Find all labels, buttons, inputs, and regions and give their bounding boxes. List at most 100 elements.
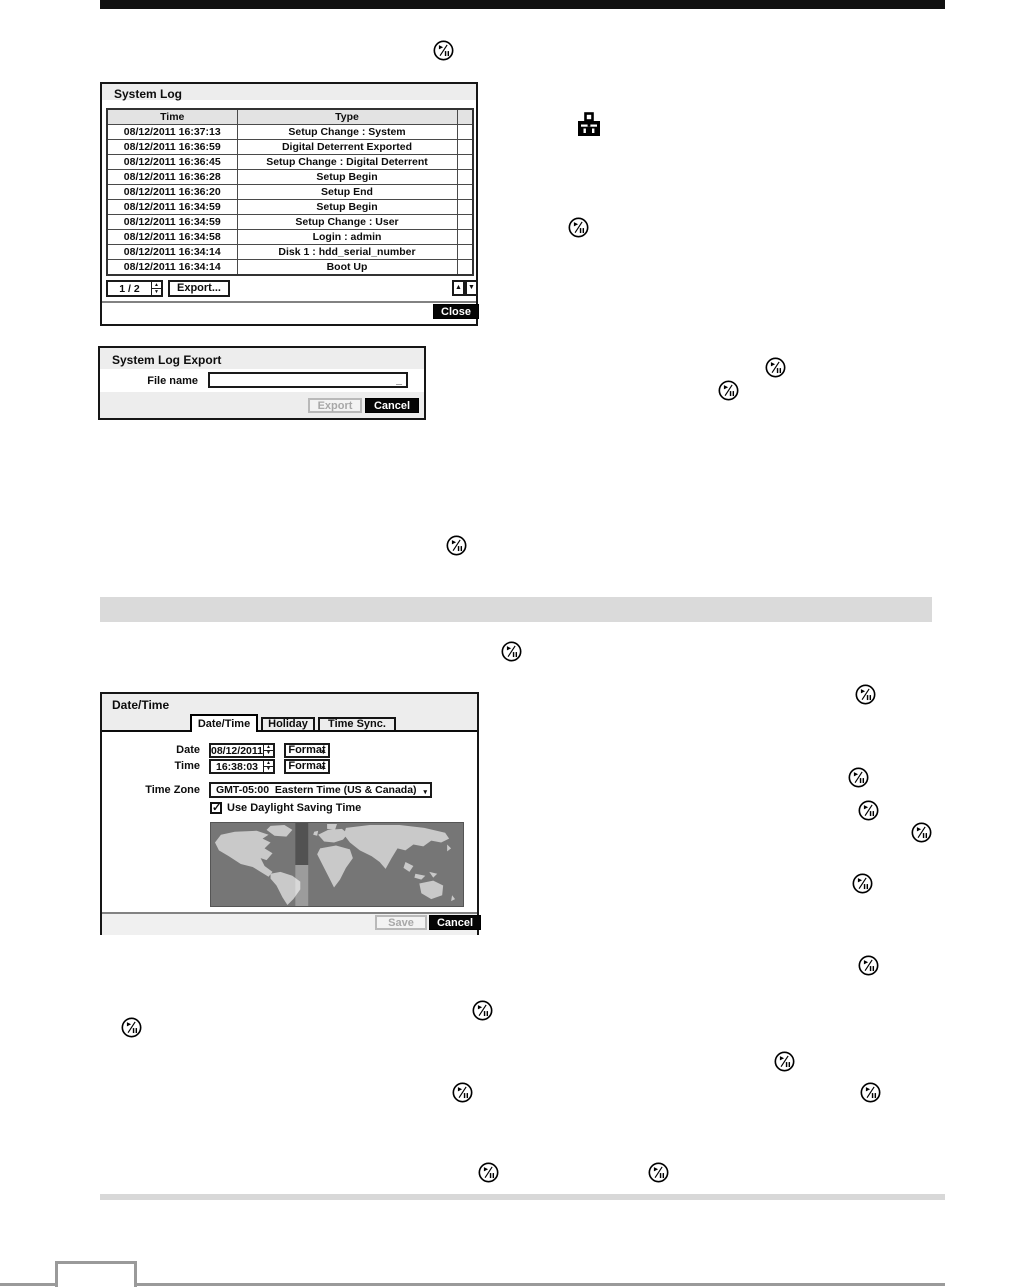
log-type: Login : admin bbox=[236, 229, 458, 245]
spinner-down-icon[interactable]: ▼ bbox=[266, 750, 271, 756]
scroll-down-button[interactable]: ▼ bbox=[465, 280, 478, 296]
play-pause-button-icon bbox=[472, 1000, 493, 1021]
save-button[interactable]: Save bbox=[375, 915, 427, 930]
play-pause-button-icon bbox=[860, 1082, 881, 1103]
export-confirm-button[interactable]: Export bbox=[308, 398, 362, 413]
time-format-label: Format bbox=[288, 760, 326, 772]
spinner-up-icon[interactable]: ▲ bbox=[264, 745, 273, 751]
log-time: 08/12/2011 16:36:45 bbox=[106, 154, 238, 170]
system-log-dialog: System Log Time Type 08/12/2011 16:37:13… bbox=[100, 82, 479, 326]
date-spinner[interactable]: ▲ ▼ bbox=[263, 745, 273, 756]
bottom-rule-bar bbox=[100, 1194, 945, 1200]
date-format-button[interactable]: Format ▾ bbox=[284, 743, 330, 758]
date-label: Date bbox=[176, 744, 200, 756]
log-row: 08/12/2011 16:36:59 Digital Deterrent Ex… bbox=[106, 139, 474, 155]
log-time: 08/12/2011 16:36:59 bbox=[106, 139, 238, 155]
time-zone-dropdown[interactable]: GMT-05:00 Eastern Time (US & Canada) ▾ bbox=[209, 782, 432, 798]
divider bbox=[102, 301, 476, 303]
time-format-button[interactable]: Format ▾ bbox=[284, 759, 330, 774]
time-zone-value: GMT-05:00 Eastern Time (US & Canada) bbox=[216, 784, 417, 796]
tab-date-time[interactable]: Date/Time bbox=[190, 714, 258, 732]
network-icon bbox=[577, 112, 601, 138]
log-time: 08/12/2011 16:34:14 bbox=[106, 259, 238, 276]
play-pause-button-icon bbox=[433, 40, 454, 61]
cancel-button[interactable]: Cancel bbox=[429, 915, 481, 930]
spinner-down-icon[interactable]: ▼ bbox=[266, 766, 271, 772]
log-time: 08/12/2011 16:34:59 bbox=[106, 199, 238, 215]
play-pause-button-icon bbox=[478, 1162, 499, 1183]
column-header-blank bbox=[456, 108, 474, 125]
chevron-down-icon: ▾ bbox=[321, 749, 325, 756]
log-type: Setup Begin bbox=[236, 199, 458, 215]
date-input[interactable]: 08/12/2011 ▲ ▼ bbox=[209, 743, 275, 758]
close-button[interactable]: Close bbox=[433, 304, 479, 319]
log-row: 08/12/2011 16:34:14 Boot Up bbox=[106, 259, 474, 276]
log-blank bbox=[456, 259, 474, 276]
play-pause-button-icon bbox=[852, 873, 873, 894]
page-indicator: 1 / 2 bbox=[119, 282, 140, 295]
system-log-export-dialog: System Log Export File name _ Export Can… bbox=[98, 346, 426, 420]
cancel-button[interactable]: Cancel bbox=[365, 398, 419, 413]
chevron-down-icon: ▾ bbox=[423, 789, 427, 796]
page-number-tab bbox=[55, 1261, 137, 1287]
tab-holiday[interactable]: Holiday bbox=[261, 717, 315, 730]
time-label: Time bbox=[174, 760, 200, 772]
time-spinner[interactable]: ▲ ▼ bbox=[263, 761, 273, 772]
export-button[interactable]: Export... bbox=[168, 280, 230, 297]
play-pause-button-icon bbox=[765, 357, 786, 378]
log-type: Setup Begin bbox=[236, 169, 458, 185]
column-header-type: Type bbox=[236, 108, 458, 125]
world-map[interactable] bbox=[210, 822, 464, 907]
spinner-down-icon[interactable]: ▼ bbox=[154, 288, 159, 295]
log-type: Setup Change : User bbox=[236, 214, 458, 230]
play-pause-button-icon bbox=[858, 955, 879, 976]
log-time: 08/12/2011 16:34:14 bbox=[106, 244, 238, 260]
log-time: 08/12/2011 16:36:28 bbox=[106, 169, 238, 185]
file-name-label: File name bbox=[147, 375, 198, 387]
divider bbox=[102, 912, 477, 914]
play-pause-button-icon bbox=[446, 535, 467, 556]
tab-time-sync[interactable]: Time Sync. bbox=[318, 717, 396, 730]
page-spinner[interactable]: 1 / 2 ▲ ▼ bbox=[106, 280, 163, 297]
timezone-highlight-south bbox=[295, 864, 309, 906]
system-log-titlebar: System Log bbox=[102, 84, 476, 103]
scroll-up-button[interactable]: ▲ bbox=[452, 280, 465, 296]
log-time: 08/12/2011 16:36:20 bbox=[106, 184, 238, 200]
log-blank bbox=[456, 229, 474, 245]
footer-rule-line bbox=[0, 1283, 945, 1286]
column-header-time: Time bbox=[106, 108, 238, 125]
play-pause-button-icon bbox=[718, 380, 739, 401]
play-pause-button-icon bbox=[774, 1051, 795, 1072]
play-pause-button-icon bbox=[855, 684, 876, 705]
play-pause-button-icon bbox=[858, 800, 879, 821]
time-input[interactable]: 16:38:03 ▲ ▼ bbox=[209, 759, 275, 774]
log-type: Setup End bbox=[236, 184, 458, 200]
spinner-up-icon[interactable]: ▲ bbox=[264, 761, 273, 767]
section-header-bar bbox=[100, 597, 932, 622]
play-pause-button-icon bbox=[648, 1162, 669, 1183]
log-blank bbox=[456, 154, 474, 170]
log-blank bbox=[456, 214, 474, 230]
text-cursor: _ bbox=[396, 374, 402, 386]
spinner-arrows[interactable]: ▲ ▼ bbox=[151, 282, 161, 295]
log-blank bbox=[456, 124, 474, 140]
file-name-input[interactable]: _ bbox=[208, 372, 408, 388]
log-row: 08/12/2011 16:36:28 Setup Begin bbox=[106, 169, 474, 185]
log-time: 08/12/2011 16:34:59 bbox=[106, 214, 238, 230]
date-format-label: Format bbox=[288, 744, 326, 756]
play-pause-button-icon bbox=[121, 1017, 142, 1038]
log-type: Setup Change : System bbox=[236, 124, 458, 140]
log-row: 08/12/2011 16:34:58 Login : admin bbox=[106, 229, 474, 245]
dst-checkbox[interactable]: ✓ bbox=[210, 802, 222, 814]
time-zone-label: Time Zone bbox=[145, 784, 200, 796]
log-row: 08/12/2011 16:37:13 Setup Change : Syste… bbox=[106, 124, 474, 140]
timezone-highlight-north bbox=[295, 823, 309, 865]
spinner-up-icon[interactable]: ▲ bbox=[152, 282, 161, 289]
log-time: 08/12/2011 16:34:58 bbox=[106, 229, 238, 245]
log-blank bbox=[456, 199, 474, 215]
time-value: 16:38:03 bbox=[215, 760, 259, 773]
system-log-export-title: System Log Export bbox=[112, 353, 222, 367]
play-pause-button-icon bbox=[501, 641, 522, 662]
date-time-title: Date/Time bbox=[112, 698, 170, 712]
